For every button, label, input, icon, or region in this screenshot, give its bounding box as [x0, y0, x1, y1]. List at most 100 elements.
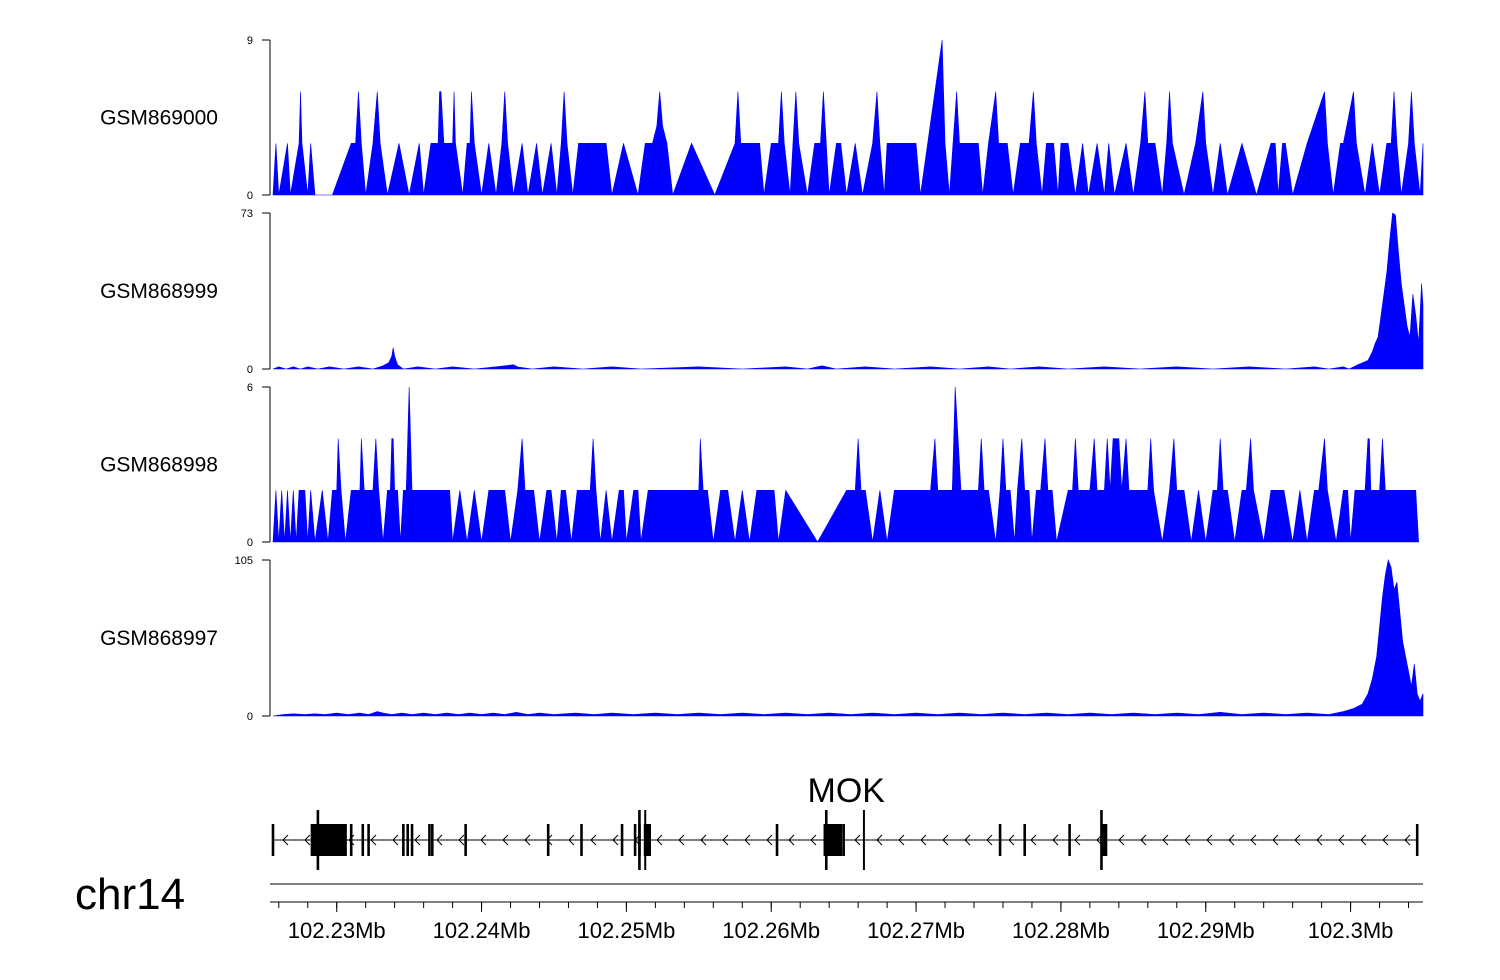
exon-block — [826, 824, 843, 856]
x-tick-label: 102.26Mb — [722, 918, 820, 943]
exon — [998, 824, 1002, 856]
coverage-tracks: GSM86900090GSM868999730GSM86899860GSM868… — [100, 35, 1424, 723]
coverage-area — [272, 386, 1419, 543]
strand-arrow — [920, 834, 927, 846]
y-min-label: 0 — [247, 711, 253, 723]
strand-arrow — [656, 834, 663, 846]
exon-tall — [644, 810, 647, 870]
strand-arrow — [1162, 834, 1169, 846]
coverage-area — [272, 558, 1424, 717]
track-label: GSM868997 — [100, 627, 218, 650]
exon — [580, 824, 583, 856]
x-tick-label: 102.3Mb — [1308, 918, 1394, 943]
strand-arrow — [942, 834, 949, 846]
exon — [367, 824, 370, 856]
strand-arrow — [1074, 834, 1081, 846]
exon — [402, 824, 405, 856]
strand-arrow — [480, 834, 487, 846]
track-label: GSM868999 — [100, 280, 218, 303]
exon — [620, 824, 624, 856]
strand-arrow — [458, 834, 465, 846]
strand-arrow — [1294, 834, 1301, 846]
y-min-label: 0 — [247, 190, 253, 202]
strand-arrow — [1250, 834, 1257, 846]
exon — [410, 824, 414, 856]
exon — [431, 824, 434, 856]
strand-arrow — [502, 834, 509, 846]
strand-arrow — [986, 834, 993, 846]
exon — [271, 824, 275, 856]
x-tick-label: 102.28Mb — [1012, 918, 1110, 943]
exon — [1023, 824, 1027, 856]
track-gsm868997: GSM868997 105 0 — [100, 555, 1424, 723]
exon — [823, 824, 827, 856]
y-max-label: 6 — [247, 382, 253, 394]
x-tick-label: 102.23Mb — [288, 918, 386, 943]
strand-arrow — [854, 834, 861, 846]
x-tick-label: 102.25Mb — [577, 918, 675, 943]
strand-arrow — [1052, 834, 1059, 846]
exon — [842, 824, 845, 856]
strand-arrow — [766, 834, 773, 846]
strand-arrow — [1184, 834, 1191, 846]
strand-arrow — [1338, 834, 1345, 846]
strand-arrow — [964, 834, 971, 846]
coverage-area — [272, 212, 1424, 370]
strand-arrow — [1228, 834, 1235, 846]
exon-tall — [824, 810, 828, 870]
strand-arrow — [524, 834, 531, 846]
y-max-label: 105 — [235, 555, 253, 567]
track-label: GSM868998 — [100, 454, 218, 477]
gene-model-track: MOK — [271, 772, 1419, 870]
exon — [1415, 824, 1419, 856]
strand-arrow — [1206, 834, 1213, 846]
strand-arrow — [1140, 834, 1147, 846]
strand-arrow — [1404, 834, 1411, 846]
strand-arrow — [678, 834, 685, 846]
strand-arrow — [612, 834, 619, 846]
exon — [775, 824, 779, 856]
strand-arrow — [436, 834, 443, 846]
y-min-label: 0 — [247, 537, 253, 549]
y-max-label: 9 — [247, 35, 253, 47]
exon-block — [1101, 824, 1108, 856]
exon — [349, 824, 353, 856]
exon — [633, 824, 637, 856]
strand-arrow — [282, 834, 289, 846]
strand-arrow — [392, 834, 399, 846]
strand-arrow — [1008, 834, 1015, 846]
y-min-label: 0 — [247, 364, 253, 376]
exon-tall — [862, 810, 865, 870]
exon — [546, 824, 550, 856]
exon-tall — [1100, 810, 1103, 870]
x-tick-label: 102.27Mb — [867, 918, 965, 943]
strand-arrow — [414, 834, 421, 846]
track-label: GSM869000 — [100, 107, 218, 130]
track-gsm869000: GSM869000 9 0 — [100, 35, 1424, 202]
strand-arrow — [700, 834, 707, 846]
x-tick-label: 102.29Mb — [1157, 918, 1255, 943]
chromosome-label: chr14 — [75, 870, 185, 919]
strand-arrow — [1316, 834, 1323, 846]
strand-arrow — [1118, 834, 1125, 846]
strand-arrow — [1272, 834, 1279, 846]
strand-arrow — [810, 834, 817, 846]
strand-arrow — [568, 834, 575, 846]
strand-arrow — [876, 834, 883, 846]
exon — [406, 824, 409, 856]
exon-tall — [638, 810, 641, 870]
strand-arrow — [788, 834, 795, 846]
x-tick-label: 102.24Mb — [433, 918, 531, 943]
exon-block — [643, 824, 652, 856]
strand-arrow — [370, 834, 377, 846]
y-max-label: 73 — [241, 208, 253, 220]
coverage-area — [272, 39, 1424, 197]
exon — [361, 824, 365, 856]
exon-tall — [316, 810, 320, 870]
exon — [1068, 824, 1071, 856]
strand-arrow — [1382, 834, 1389, 846]
strand-arrow — [304, 834, 311, 846]
gene-label: MOK — [808, 772, 886, 810]
